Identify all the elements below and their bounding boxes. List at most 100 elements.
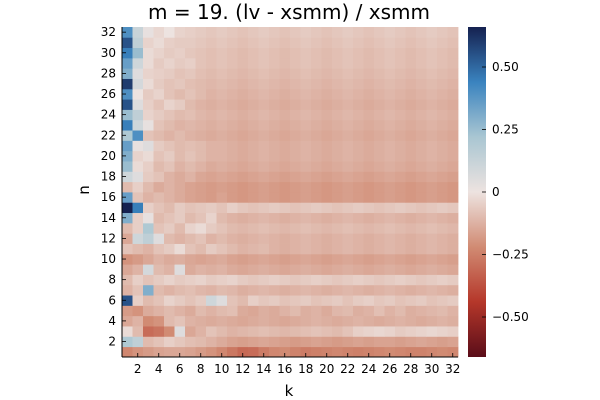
heatmap-cell: [300, 99, 312, 110]
heatmap-cell: [311, 274, 322, 286]
heatmap-cell: [395, 336, 406, 348]
heatmap-cell: [122, 171, 133, 183]
heatmap-cell: [405, 181, 417, 193]
heatmap-cell: [227, 57, 238, 69]
heatmap-cell: [342, 88, 354, 100]
heatmap-cell: [363, 243, 375, 255]
heatmap-cell: [353, 99, 364, 110]
heatmap-cell: [437, 119, 448, 131]
heatmap-cell: [353, 57, 364, 69]
heatmap-cell: [206, 27, 217, 38]
heatmap-cell: [342, 295, 354, 306]
heatmap-cell: [395, 47, 406, 59]
heatmap-cell: [416, 78, 427, 90]
heatmap-cell: [122, 202, 133, 214]
heatmap-cell: [248, 130, 259, 141]
heatmap-cell: [216, 264, 228, 275]
axes: 2 4 6 8 10 12 14 16 18 20 22 24 26 28 30 32246810121416…: [101, 25, 461, 376]
heatmap-cell: [269, 37, 280, 49]
heatmap-cell: [122, 192, 133, 203]
heatmap-cell: [185, 295, 196, 306]
heatmap-cell: [405, 212, 417, 224]
heatmap-cell: [321, 37, 333, 49]
x-tick-label: 18: [298, 362, 313, 376]
heatmap-cell: [384, 192, 396, 203]
heatmap-cell: [132, 346, 144, 358]
heatmap-cell: [321, 346, 333, 358]
heatmap-cell: [447, 161, 459, 172]
heatmap-cell: [185, 27, 196, 38]
heatmap-cell: [206, 222, 217, 234]
heatmap-cell: [248, 264, 259, 275]
heatmap-cell: [321, 181, 333, 193]
heatmap-cell: [290, 130, 301, 141]
heatmap-cell: [374, 57, 385, 69]
heatmap-cell: [300, 305, 312, 317]
heatmap-cell: [248, 315, 259, 327]
heatmap-cell: [332, 27, 343, 38]
heatmap-cell: [122, 181, 133, 193]
heatmap-cell: [164, 27, 175, 38]
heatmap-cell: [122, 119, 133, 131]
heatmap-cell: [384, 274, 396, 286]
heatmap-cell: [384, 181, 396, 193]
heatmap-cell: [279, 326, 291, 337]
heatmap-cell: [185, 78, 196, 90]
heatmap-cell: [395, 346, 406, 358]
heatmap-cell: [374, 212, 385, 224]
heatmap-cell: [384, 295, 396, 306]
heatmap-cell: [426, 150, 438, 162]
heatmap-cell: [279, 202, 291, 214]
heatmap-cell: [342, 99, 354, 110]
heatmap-cell: [132, 284, 144, 296]
heatmap-cell: [384, 109, 396, 121]
heatmap-cell: [321, 253, 333, 265]
heatmap-cell: [195, 119, 207, 131]
heatmap-cell: [290, 284, 301, 296]
heatmap-cell: [290, 243, 301, 255]
heatmap-cell: [426, 202, 438, 214]
heatmap-cell: [206, 336, 217, 348]
heatmap-cell: [321, 161, 333, 172]
heatmap-cell: [174, 253, 186, 265]
heatmap-cell: [447, 326, 459, 337]
heatmap-cell: [195, 346, 207, 358]
heatmap-cell: [237, 109, 249, 121]
heatmap-cell: [227, 47, 238, 59]
heatmap-cell: [290, 315, 301, 327]
heatmap-cell: [300, 68, 312, 79]
heatmap-cell: [153, 37, 165, 49]
heatmap-cell: [237, 99, 249, 110]
heatmap-cell: [395, 295, 406, 306]
heatmap-cell: [237, 274, 249, 286]
heatmap-cell: [132, 202, 144, 214]
heatmap-cell: [437, 68, 448, 79]
heatmap-cell: [258, 222, 270, 234]
heatmap-cell: [174, 192, 186, 203]
heatmap-cell: [258, 274, 270, 286]
heatmap-cell: [279, 119, 291, 131]
heatmap-cell: [174, 88, 186, 100]
heatmap-cell: [185, 346, 196, 358]
heatmap-cell: [153, 109, 165, 121]
heatmap-cell: [185, 264, 196, 275]
heatmap-cell: [342, 150, 354, 162]
heatmap-cell: [374, 253, 385, 265]
heatmap-cell: [363, 295, 375, 306]
heatmap-cell: [279, 295, 291, 306]
heatmap-cell: [279, 243, 291, 255]
heatmap-cell: [132, 305, 144, 317]
heatmap-cell: [332, 274, 343, 286]
heatmap-cell: [143, 68, 154, 79]
heatmap-cell: [300, 161, 312, 172]
heatmap-cell: [143, 27, 154, 38]
heatmap-cell: [216, 295, 228, 306]
heatmap-cell: [437, 284, 448, 296]
heatmap-cell: [185, 326, 196, 337]
heatmap-cell: [174, 264, 186, 275]
heatmap-cell: [416, 326, 427, 337]
heatmap-cell: [248, 171, 259, 183]
heatmap-cell: [206, 57, 217, 69]
heatmap-cell: [395, 274, 406, 286]
heatmap-cell: [374, 202, 385, 214]
